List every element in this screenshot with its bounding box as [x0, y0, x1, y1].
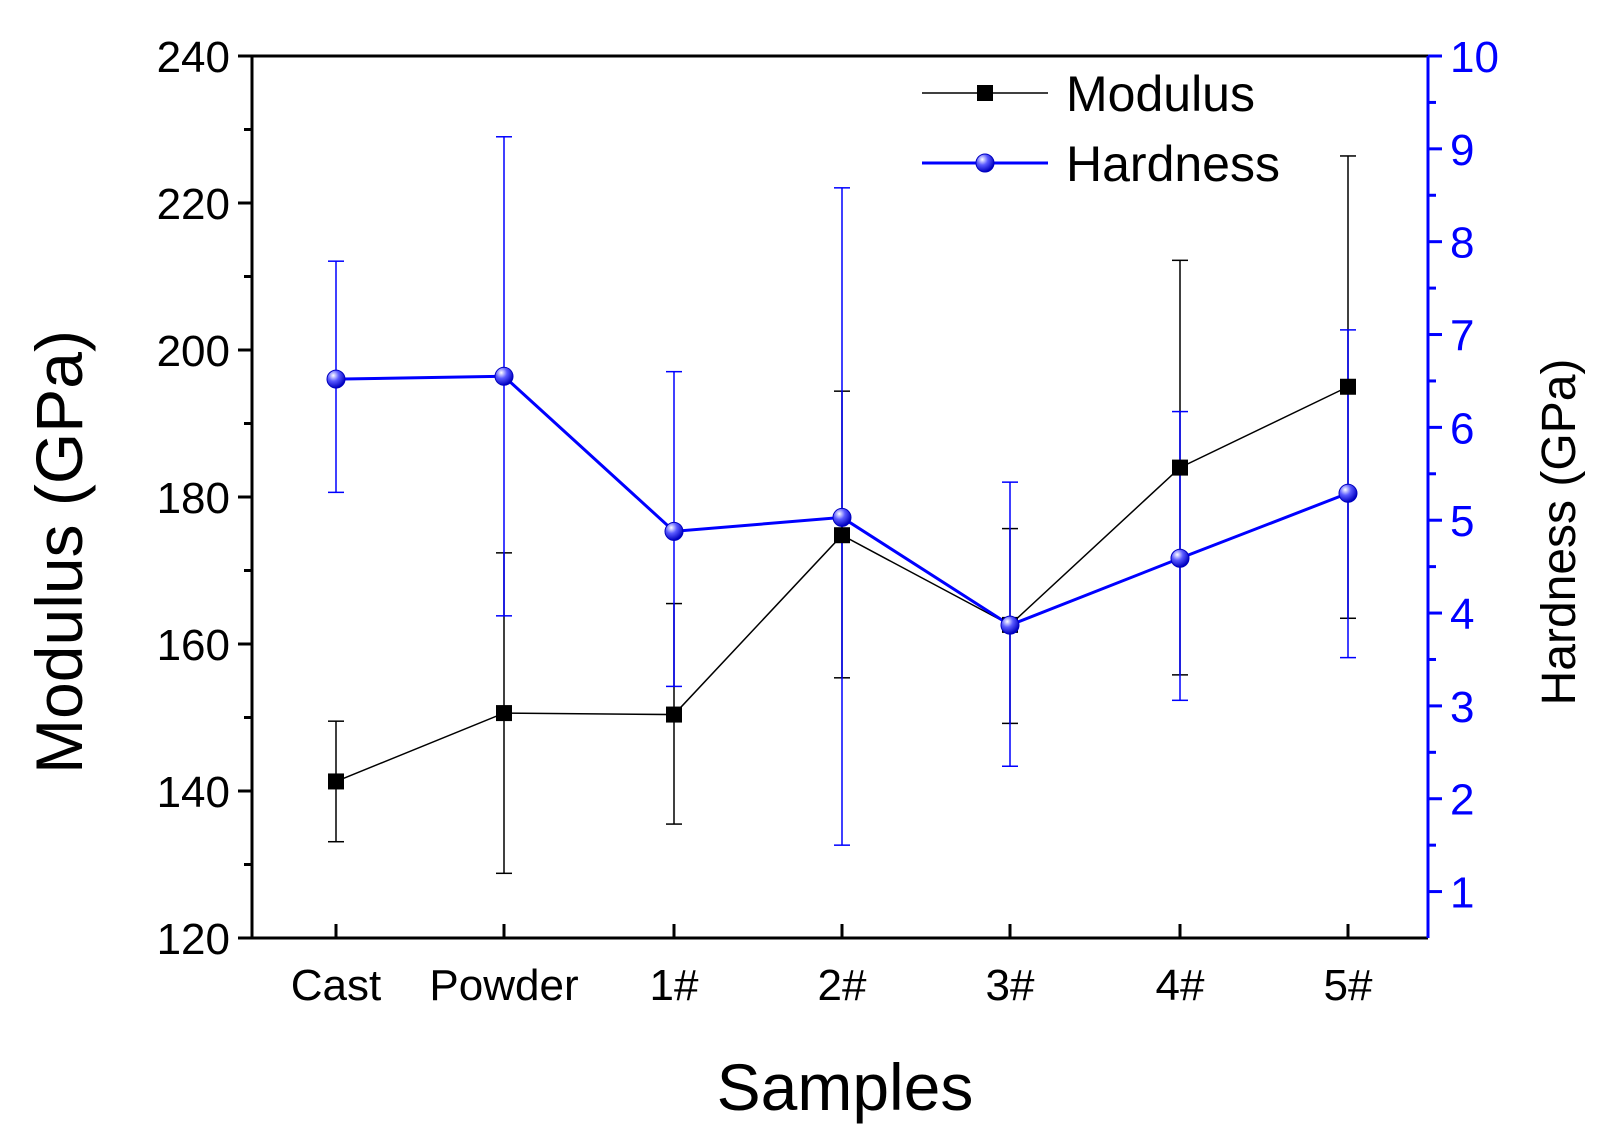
right-tick-label: 7 [1450, 312, 1474, 361]
left-tick-label: 220 [157, 180, 230, 229]
left-tick-label: 180 [157, 474, 230, 523]
series-markers [326, 366, 1358, 790]
left-tick-label: 200 [157, 327, 230, 376]
left-tick-label: 120 [157, 915, 230, 964]
hardness-point [664, 521, 684, 541]
right-tick-label: 6 [1450, 404, 1474, 453]
x-axis-title: Samples [717, 1050, 974, 1124]
y-axis-right-title: Hardness (GPa) [1533, 359, 1586, 706]
left-tick-label: 240 [157, 33, 230, 82]
hardness-point [1170, 548, 1190, 568]
x-tick-label: 2# [818, 961, 867, 1010]
right-tick-label: 2 [1450, 776, 1474, 825]
left-tick-label: 140 [157, 768, 230, 817]
error-bars [328, 136, 1356, 875]
modulus-point [496, 705, 512, 722]
x-tick-label: 3# [986, 961, 1035, 1010]
hardness-point [1338, 483, 1358, 503]
hardness-point [494, 366, 514, 386]
x-tick-label: 4# [1156, 961, 1205, 1010]
modulus-legend-label: Modulus [1066, 66, 1255, 122]
modulus-point [834, 527, 850, 544]
y-axis-left-title: Modulus (GPa) [22, 330, 96, 774]
x-tick-label: Powder [429, 961, 578, 1010]
hardness-legend-marker [975, 153, 995, 173]
legend: Modulus Hardness [922, 66, 1280, 192]
modulus-point [1172, 459, 1188, 476]
left-axis-ticks: 120 140 160 180 200 220 240 [157, 33, 252, 964]
x-axis-ticks: Cast Powder 1# 2# 3# 4# 5# [291, 924, 1373, 1010]
modulus-point [328, 773, 344, 790]
hardness-point [326, 369, 346, 389]
x-tick-label: Cast [291, 961, 381, 1010]
right-axis-ticks: 1 2 3 4 5 6 7 8 9 10 [1428, 33, 1499, 918]
right-tick-label: 4 [1450, 590, 1474, 639]
hardness-point [1000, 615, 1020, 635]
right-tick-label: 5 [1450, 497, 1474, 546]
left-tick-label: 160 [157, 621, 230, 670]
right-tick-label: 8 [1450, 219, 1474, 268]
right-tick-label: 9 [1450, 126, 1474, 175]
hardness-point [832, 507, 852, 527]
right-tick-label: 3 [1450, 683, 1474, 732]
right-tick-label: 1 [1450, 869, 1474, 918]
hardness-legend-label: Hardness [1066, 136, 1280, 192]
right-tick-label: 10 [1450, 33, 1499, 82]
x-tick-label: 1# [650, 961, 699, 1010]
modulus-point [1340, 378, 1356, 395]
x-tick-label: 5# [1324, 961, 1373, 1010]
modulus-legend-marker [977, 85, 993, 101]
modulus-point [666, 706, 682, 723]
